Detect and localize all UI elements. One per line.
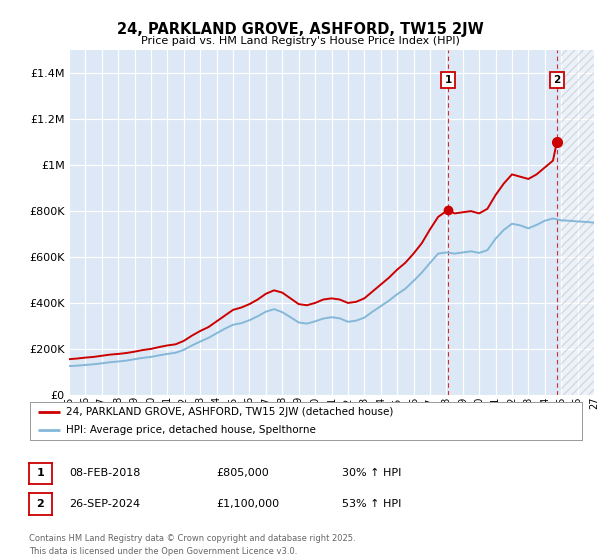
Text: 30% ↑ HPI: 30% ↑ HPI	[342, 468, 401, 478]
Text: Price paid vs. HM Land Registry's House Price Index (HPI): Price paid vs. HM Land Registry's House …	[140, 36, 460, 46]
Text: 26-SEP-2024: 26-SEP-2024	[69, 499, 140, 509]
Text: £1,100,000: £1,100,000	[216, 499, 279, 509]
Text: 2: 2	[553, 75, 560, 85]
Bar	[561, 50, 594, 395]
Text: 1: 1	[37, 468, 44, 478]
Text: £805,000: £805,000	[216, 468, 269, 478]
Text: 1: 1	[445, 75, 452, 85]
Text: 24, PARKLAND GROVE, ASHFORD, TW15 2JW: 24, PARKLAND GROVE, ASHFORD, TW15 2JW	[116, 22, 484, 38]
Text: 2: 2	[37, 499, 44, 509]
Text: 08-FEB-2018: 08-FEB-2018	[69, 468, 140, 478]
Text: 24, PARKLAND GROVE, ASHFORD, TW15 2JW (detached house): 24, PARKLAND GROVE, ASHFORD, TW15 2JW (d…	[66, 407, 393, 417]
Text: HPI: Average price, detached house, Spelthorne: HPI: Average price, detached house, Spel…	[66, 425, 316, 435]
Text: 53% ↑ HPI: 53% ↑ HPI	[342, 499, 401, 509]
Text: Contains HM Land Registry data © Crown copyright and database right 2025.
This d: Contains HM Land Registry data © Crown c…	[29, 534, 355, 556]
